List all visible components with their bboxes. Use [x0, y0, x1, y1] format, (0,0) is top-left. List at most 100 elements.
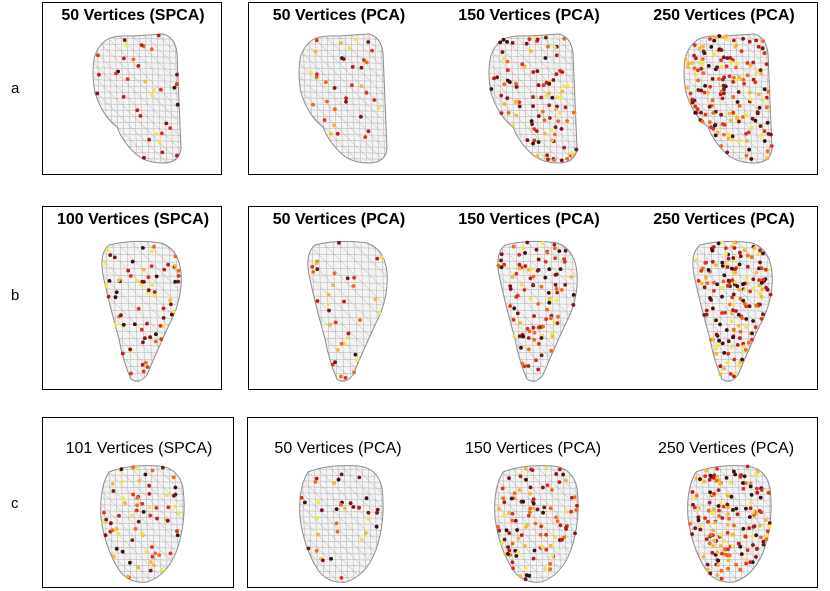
vertex-dot: [121, 496, 126, 501]
vertex-dot: [107, 279, 112, 283]
vertex-dot: [768, 292, 773, 297]
vertex-dot: [765, 533, 770, 538]
vertex-dot: [108, 253, 113, 257]
vertex-dot: [700, 119, 705, 124]
vertex-dot: [751, 77, 756, 82]
vertex-dot: [345, 336, 350, 340]
vertex-dot: [755, 110, 760, 115]
vertex-dot: [511, 244, 516, 249]
vertex-dot: [757, 278, 761, 282]
vertex-dot: [336, 477, 341, 482]
vertex-dot: [336, 348, 340, 352]
vertex-dot: [719, 48, 724, 52]
vertex-dot: [707, 541, 712, 546]
highlighted-vertices: [496, 466, 579, 582]
vertex-dot: [528, 506, 533, 511]
row-b-pca-250-mesh: [692, 240, 773, 382]
vertex-dot: [726, 351, 731, 356]
vertex-dot: [141, 267, 146, 272]
vertex-dot: [696, 68, 700, 73]
vertex-dot: [562, 535, 566, 540]
vertex-dot: [731, 508, 735, 512]
vertex-dot: [696, 78, 700, 83]
vertex-dot: [539, 284, 544, 289]
row-a-spca-panel: 50 Vertices (SPCA): [42, 2, 222, 175]
row-a-pca-150-title: 150 Vertices (PCA): [458, 7, 600, 24]
vertex-dot: [152, 244, 156, 249]
vertex-dot: [714, 332, 719, 337]
row-a-pca-50-cell: 50 Vertices (PCA): [249, 3, 429, 174]
vertex-dot: [153, 551, 158, 556]
vertex-dot: [716, 241, 721, 246]
vertex-dot: [322, 118, 327, 122]
vertex-dot: [535, 37, 540, 42]
vertex-dot: [141, 246, 145, 250]
vertex-dot: [335, 131, 340, 136]
vertex-dot: [716, 488, 721, 492]
row-c-pca-250-title: 250 Vertices (PCA): [657, 440, 795, 457]
vertex-dot: [743, 481, 748, 485]
vertex-dot: [734, 78, 738, 82]
vertex-dot: [135, 495, 140, 500]
vertex-dot: [507, 548, 512, 553]
vertex-dot: [366, 510, 371, 515]
vertex-dot: [720, 96, 725, 101]
vertex-dot: [719, 576, 724, 581]
vertex-dot: [561, 472, 565, 477]
vertex-dot: [573, 531, 577, 536]
vertex-dot: [711, 126, 715, 131]
vertex-dot: [525, 240, 530, 245]
vertex-dot: [544, 94, 548, 98]
vertex-dot: [123, 42, 128, 47]
row-c-pca-50-mesh: [299, 465, 384, 583]
row-c-pca-150-mesh: [494, 465, 579, 583]
vertex-dot: [541, 83, 546, 88]
vertex-dot: [699, 66, 704, 71]
vertex-dot: [554, 286, 559, 291]
vertex-dot: [528, 297, 533, 301]
row-c-spca-panel: 101 Vertices (SPCA): [42, 417, 234, 588]
highlighted-vertices: [310, 241, 384, 380]
vertex-dot: [719, 89, 724, 94]
vertex-dot: [751, 286, 756, 291]
vertex-dot: [315, 267, 320, 272]
vertex-dot: [738, 296, 743, 301]
vertex-dot: [160, 568, 164, 572]
vertex-dot: [569, 275, 573, 279]
vertex-dot: [725, 502, 730, 507]
vertex-dot: [569, 151, 574, 155]
vertex-dot: [536, 268, 541, 272]
row-b-pca-50-mesh: [307, 240, 388, 382]
vertex-dot: [757, 291, 762, 296]
row-a-spca-title: 50 Vertices (SPCA): [61, 7, 205, 24]
vertex-dot: [146, 275, 151, 280]
vertex-dot: [173, 254, 178, 259]
vertex-dot: [719, 568, 724, 573]
vertex-dot: [353, 352, 358, 357]
vertex-dot: [364, 496, 369, 501]
vertex-dot: [731, 308, 735, 312]
highlighted-vertices: [694, 240, 773, 379]
row-b-pca-250-cell: 250 Vertices (PCA): [629, 207, 819, 389]
vertex-dot: [560, 89, 565, 94]
vertex-dot: [556, 119, 561, 124]
vertex-dot: [547, 91, 551, 96]
vertex-dot: [542, 118, 547, 123]
vertex-dot: [704, 468, 708, 473]
vertex-dot: [695, 107, 700, 112]
vertex-dot: [522, 288, 527, 292]
vertex-dot: [526, 267, 531, 272]
vertex-dot: [168, 551, 173, 556]
vertex-dot: [719, 58, 723, 62]
vertex-dot: [559, 127, 564, 131]
row-a-pca-50-mesh: [298, 33, 388, 164]
vertex-dot: [525, 326, 530, 331]
vertex-dot: [518, 320, 523, 325]
vertex-dot: [744, 113, 748, 118]
vertex-dot: [754, 303, 759, 308]
vertex-dot: [143, 79, 148, 84]
vertex-dot: [315, 299, 320, 303]
vertex-dot: [148, 513, 153, 518]
vertex-dot: [499, 93, 504, 98]
vertex-dot: [526, 364, 531, 368]
